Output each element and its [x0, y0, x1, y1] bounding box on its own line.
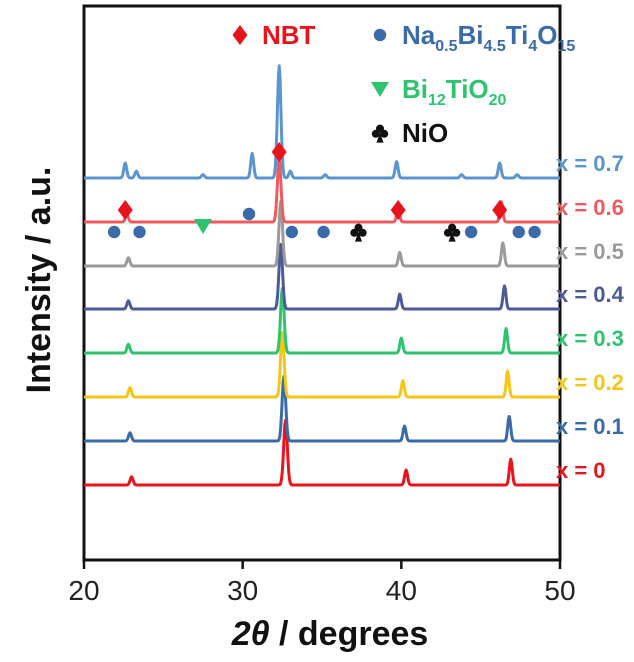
- series-label: x = 0.3: [556, 326, 624, 351]
- peak-marker-circle: [107, 225, 121, 239]
- x-tick-label: 20: [68, 575, 99, 606]
- series-curve-8: [83, 64, 561, 180]
- club-lobe: [358, 228, 367, 237]
- legend-symbol-triangle: [371, 82, 389, 97]
- club-lobe: [350, 228, 359, 237]
- peak-marker-diamond: [492, 200, 508, 220]
- x-tick-label: 40: [386, 575, 417, 606]
- peak-marker-circle: [464, 225, 478, 239]
- club-stem: [376, 133, 384, 143]
- peak-marker-club: [443, 223, 461, 242]
- legend-entry-label: NBT: [262, 20, 316, 50]
- series-curve-1: [83, 418, 561, 487]
- club-stem: [354, 232, 363, 242]
- series-curve-4: [83, 286, 561, 355]
- x-axis-title-rest: / degrees: [270, 615, 429, 653]
- series-label: x = 0.5: [556, 239, 624, 264]
- peak-marker-club: [350, 223, 367, 242]
- legend-subscript: 4.5: [484, 38, 506, 55]
- series-curve-2: [83, 374, 561, 443]
- peak-marker-triangle: [194, 219, 212, 234]
- legend-subscript: 0.5: [435, 38, 457, 55]
- legend-subscript: 4: [528, 38, 537, 55]
- series-label: x = 0.7: [556, 151, 624, 176]
- legend-symbol-club: [371, 124, 389, 143]
- y-axis-title: Intensity / a.u.: [20, 167, 58, 394]
- legend-symbol-diamond: [232, 25, 248, 45]
- peak-marker-circle: [133, 225, 146, 239]
- legend-symbol-circle: [373, 28, 387, 42]
- series-curve-7: [83, 155, 561, 224]
- x-tick-label: 50: [544, 575, 575, 606]
- legend-subscript: 12: [428, 92, 446, 109]
- legend-text-part: TiO: [446, 74, 489, 104]
- peak-marker-diamond: [390, 200, 406, 220]
- series-curve-5: [83, 242, 561, 311]
- x-axis-title-symbol: 2θ: [231, 615, 270, 653]
- legend-subscript: 20: [489, 92, 507, 109]
- series-label: x = 0: [556, 458, 606, 483]
- series-curve-3: [83, 330, 561, 399]
- x-axis-title: 2θ / degrees: [231, 615, 429, 653]
- legend-text-part: Na: [402, 20, 436, 50]
- peak-marker-circle: [528, 225, 541, 239]
- peak-marker-diamond: [117, 200, 133, 220]
- club-lobe: [380, 129, 389, 138]
- legend-entry-label: NiO: [402, 118, 448, 148]
- peak-marker-circle: [512, 225, 525, 239]
- legend-text-part: O: [537, 20, 557, 50]
- peak-marker-circle: [242, 207, 256, 221]
- plot-frame: [82, 4, 562, 562]
- series-label: x = 0.4: [556, 282, 625, 307]
- x-tick-label: 30: [227, 575, 258, 606]
- peak-marker-circle: [317, 225, 330, 239]
- club-stem: [448, 232, 456, 242]
- legend-text-part: Bi: [402, 74, 428, 104]
- peak-marker-circle: [285, 225, 299, 239]
- legend-entry-label: Na0.5Bi4.5Ti4O15: [402, 20, 575, 55]
- club-lobe: [443, 228, 452, 237]
- series-label: x = 0.6: [556, 195, 624, 220]
- peak-marker-diamond: [271, 142, 287, 162]
- legend-subscript: 15: [558, 38, 576, 55]
- legend-text-part: Ti: [506, 20, 529, 50]
- series-label: x = 0.2: [556, 370, 624, 395]
- legend-text-part: Bi: [458, 20, 484, 50]
- club-lobe: [452, 228, 461, 237]
- series-curve-6: [83, 199, 561, 268]
- series-label: x = 0.1: [556, 414, 624, 439]
- legend-entry-label: Bi12TiO20: [402, 74, 507, 109]
- club-lobe: [371, 129, 380, 138]
